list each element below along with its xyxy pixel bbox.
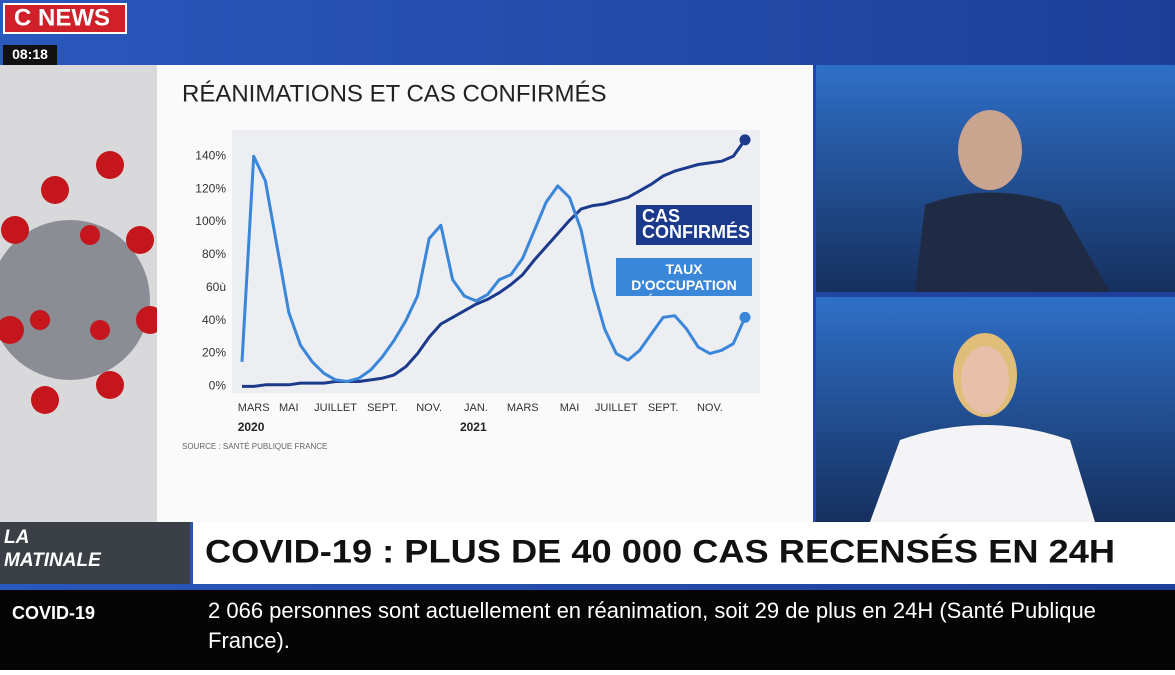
legend-box: TAUX D'OCCUPATION RÉANIMATION [616,258,752,296]
ticker-bar [0,590,1175,670]
logo-box [3,3,127,34]
series-line [242,139,747,388]
headline: COVID-19 : PLUS DE 40 000 CAS RECENSÉS E… [205,533,1115,569]
end-dot [739,134,751,146]
host-head [961,346,1009,414]
y-tick-label: 0% [209,379,227,393]
virus [0,220,150,380]
source: SOURCE : SANTÉ PUBLIQUE FRANCE [182,442,327,451]
legend-box: CAS CONFIRMÉS [636,205,752,245]
y-tick-label: 80% [202,247,226,261]
year-label: 2020 [238,420,265,434]
headline-box [193,522,1175,584]
end-dot [739,311,751,323]
chart-title: RÉANIMATIONS ET CAS CONFIRMÉS [182,80,607,107]
y-tick-label: 60ù [206,280,226,294]
time: 08:18 [12,46,48,62]
legend-label: CAS CONFIRMÉS [636,205,752,245]
y-tick-label: 40% [202,313,226,327]
x-tick-label: NOV. [697,402,723,414]
x-tick-label: MAI [560,402,580,414]
x-tick-label: MARS [507,402,539,414]
ticker-text: 2 066 personnes sont actuellement en réa… [208,598,1096,653]
host-body [870,425,1095,522]
ticker-label: COVID-19 [12,603,95,623]
x-tick-label: JUILLET [314,402,357,414]
show-wrap: LA MATINALE [4,527,101,571]
y-tick-label: 100% [195,214,226,228]
ticker-wrap: 2 066 personnes sont actuellement en réa… [208,598,1096,653]
y-tick-label: 120% [195,181,226,195]
guest-head [958,110,1022,190]
legend-label: TAUX D'OCCUPATION RÉANIMATION [616,258,752,296]
guest-body [915,192,1110,292]
y-tick-label: 20% [202,346,226,360]
x-tick-label: SEPT. [648,402,679,414]
series-line [240,154,747,383]
year-label: 2021 [460,420,487,434]
x-tick-label: MAI [279,402,299,414]
x-tick-label: SEPT. [367,402,398,414]
logo-c: C [14,4,31,31]
x-tick-label: NOV. [416,402,442,414]
chart: 0% 20% 40% 60ù 80% 100% 120% 140% MARS MAI JUILLET… [195,134,752,434]
y-tick-label: 140% [195,148,226,162]
x-tick-label: MARS [238,402,270,414]
logo-news: NEWS [38,4,110,31]
x-tick-label: JUILLET [595,402,638,414]
show-box [0,522,190,584]
show-name: LA MATINALE [4,527,101,571]
x-tick-label: JAN. [464,402,488,414]
time-box [3,45,57,65]
